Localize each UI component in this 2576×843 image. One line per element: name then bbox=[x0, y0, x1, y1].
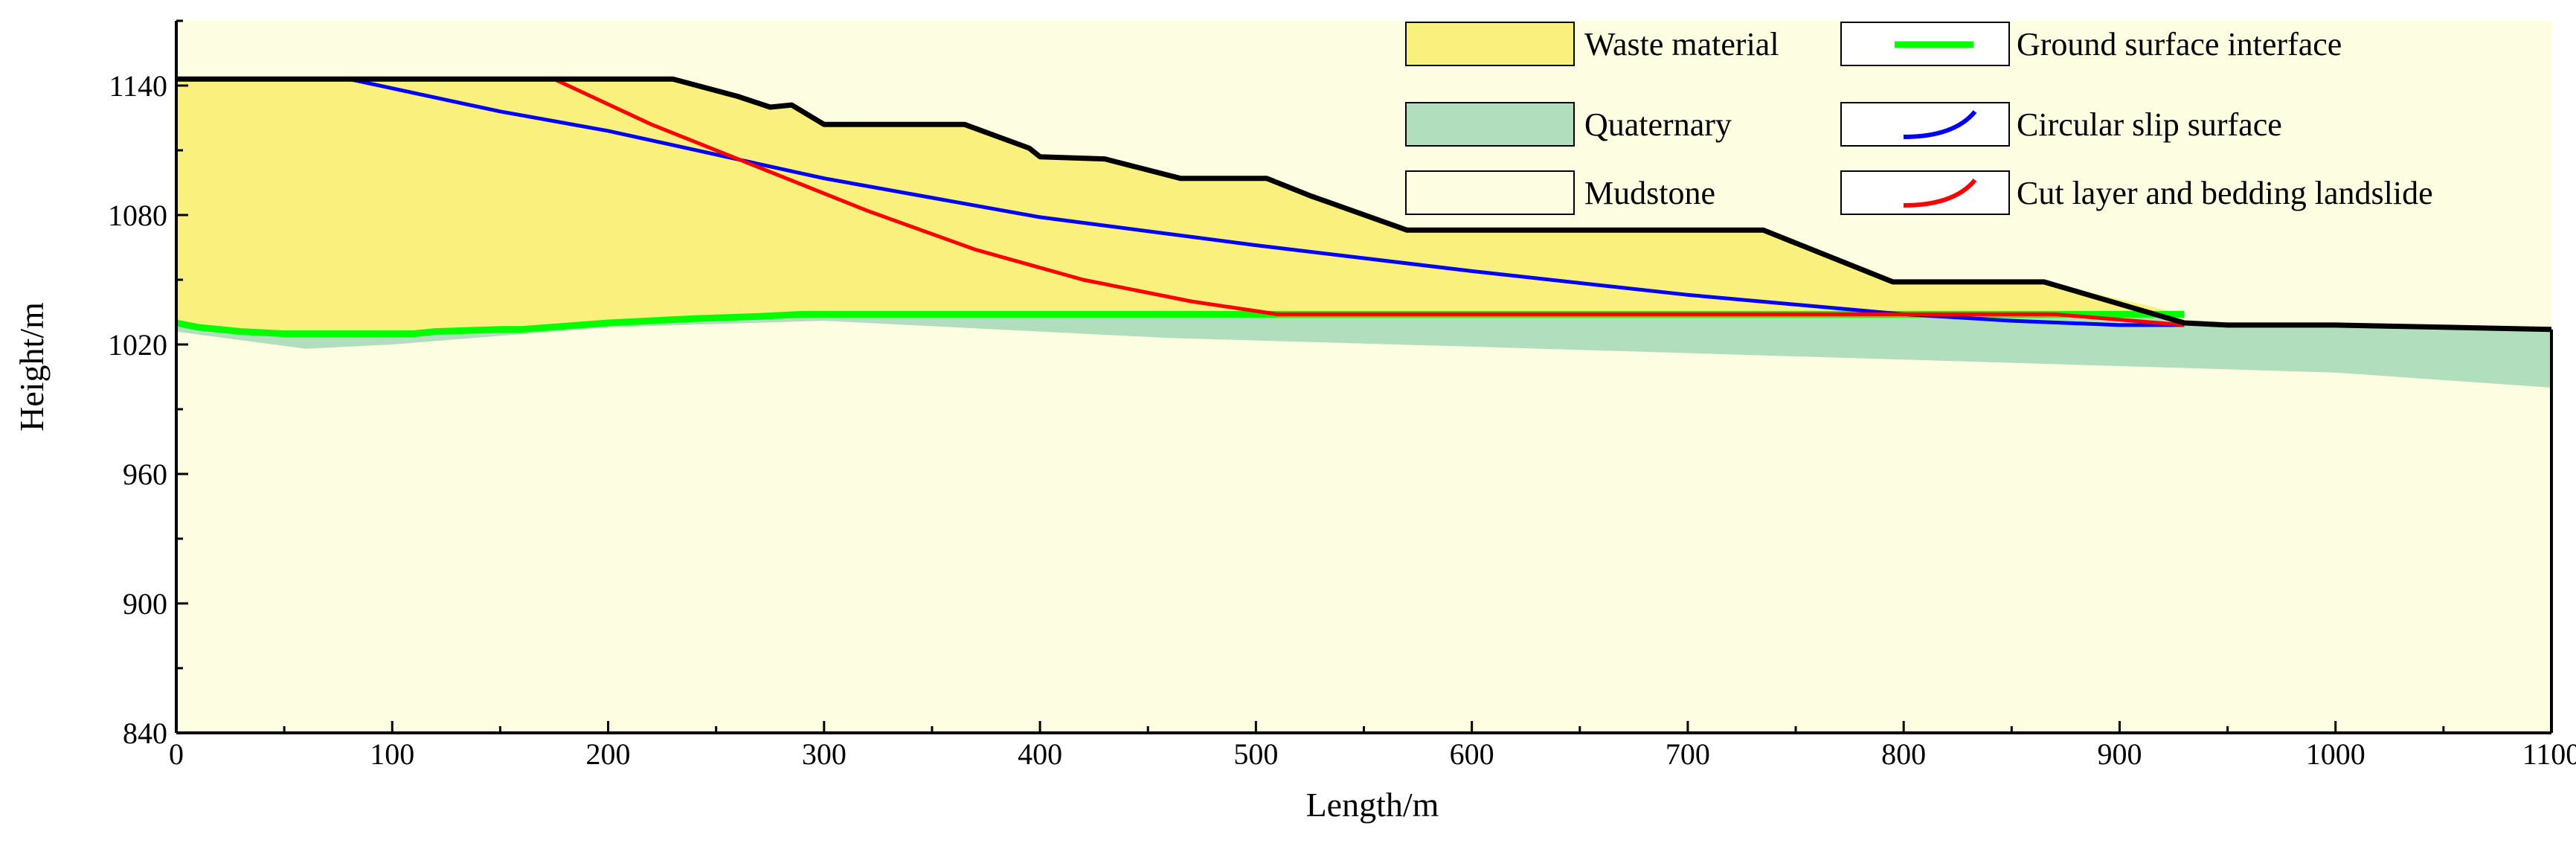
x-tick-label: 700 bbox=[1666, 737, 1710, 771]
x-tick-label: 100 bbox=[370, 737, 414, 771]
top-surface-line bbox=[176, 76, 2552, 333]
legend-bedding-box bbox=[1840, 170, 2010, 215]
bedding-landslide-line bbox=[553, 77, 2185, 327]
plot-area bbox=[176, 21, 2552, 733]
legend: Waste material Quaternary Mudstone Ground s… bbox=[1405, 22, 2433, 215]
legend-quaternary-label: Quaternary bbox=[1584, 106, 1732, 143]
legend-bedding-label: Cut layer and bedding landslide bbox=[2017, 175, 2433, 211]
legend-ground-box bbox=[1840, 22, 2010, 66]
x-tick-label: 1100 bbox=[2522, 737, 2576, 771]
x-tick-label: 400 bbox=[1018, 737, 1062, 771]
x-tick-label: 200 bbox=[586, 737, 631, 771]
y-tick-label: 840 bbox=[123, 717, 167, 750]
legend-bedding-curve bbox=[1903, 179, 1977, 208]
x-tick-label: 1000 bbox=[2306, 737, 2365, 771]
waste-material-layer bbox=[176, 79, 2185, 334]
y-tick-label: 1080 bbox=[108, 199, 167, 232]
axes: 0 100 200 300 400 500 600 700 800 900 1000 1100 840 9… bbox=[108, 19, 2576, 771]
legend-ground-label: Ground surface interface bbox=[2017, 26, 2342, 62]
y-axis-title: Height/m bbox=[13, 302, 51, 432]
y-tick-label: 960 bbox=[123, 458, 167, 491]
x-axis-title: Length/m bbox=[1306, 786, 1439, 824]
x-tick-label: 800 bbox=[1881, 737, 1926, 771]
x-tick-label: 0 bbox=[169, 737, 184, 771]
legend-waste-swatch bbox=[1405, 22, 1575, 66]
y-tick-label: 1140 bbox=[109, 69, 167, 103]
y-tick-label: 900 bbox=[123, 587, 167, 621]
legend-waste-label: Waste material bbox=[1584, 26, 1779, 62]
legend-mudstone-label: Mudstone bbox=[1584, 175, 1715, 211]
y-tick-label: 1020 bbox=[108, 328, 167, 362]
legend-circular-curve bbox=[1903, 110, 1977, 139]
ground-surface-interface-line bbox=[176, 310, 2185, 337]
legend-circular-label: Circular slip surface bbox=[2017, 106, 2282, 143]
x-tick-label: 900 bbox=[2097, 737, 2142, 771]
legend-mudstone-swatch bbox=[1405, 170, 1575, 215]
x-tick-label: 300 bbox=[802, 737, 847, 771]
legend-quaternary-swatch bbox=[1405, 102, 1575, 147]
circular-slip-surface-line bbox=[348, 77, 2185, 327]
legend-circular-box bbox=[1840, 102, 2010, 147]
x-tick-label: 500 bbox=[1233, 737, 1278, 771]
x-tick-label: 600 bbox=[1450, 737, 1494, 771]
